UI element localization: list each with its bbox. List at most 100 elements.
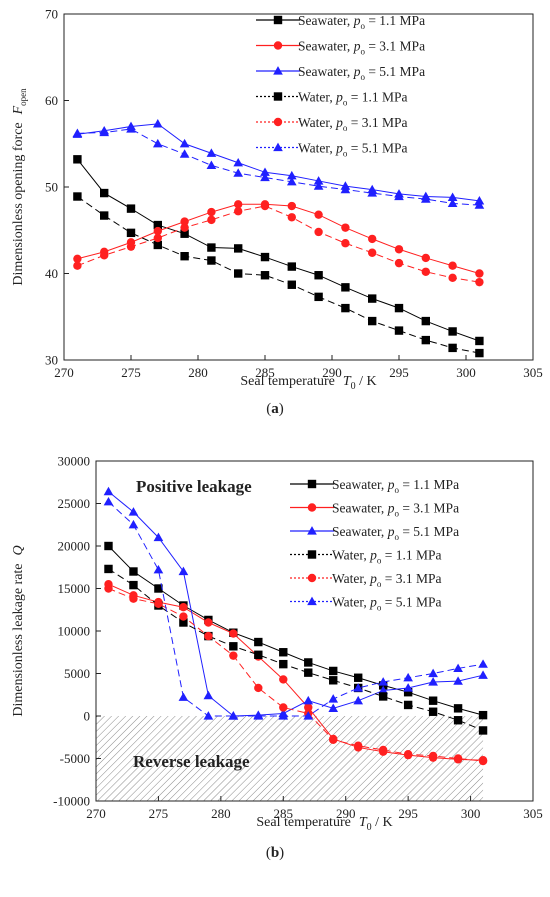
series-line [77,196,480,354]
x-tick-label: 300 [456,365,476,380]
data-point [287,201,296,211]
x-tick-label: 295 [398,806,418,821]
data-point [313,176,324,185]
data-point [153,226,162,236]
data-point [329,676,338,685]
data-point [314,227,323,237]
data-point [206,160,217,169]
data-point [128,519,139,529]
data-point [328,694,339,703]
data-point [73,254,82,263]
data-point [206,148,217,157]
legend-marker [307,573,317,583]
chart-panel-b: 270 275 280 285 290 295 300 305 -10000 -5000 0 5000… [11,454,543,862]
data-point [279,648,288,657]
data-point [203,690,214,700]
series-1 [104,541,488,720]
data-point [129,594,138,603]
data-point [329,666,338,676]
data-point [279,675,288,684]
legend-label: Water, po = 3.1 MPa [332,571,441,589]
data-point [103,486,114,496]
data-point [428,696,438,705]
data-point [180,252,189,261]
chart-b-annotation-positive: Positive leakage [136,477,252,496]
legend-item: Water, po = 3.1 MPa [290,571,441,589]
data-point [234,207,243,216]
data-point [126,228,136,238]
data-point [378,685,389,695]
data-point [475,348,484,358]
y-tick-label: -10000 [53,794,90,809]
x-tick-label: 305 [523,806,543,821]
data-point [104,541,113,551]
chart-b-annotation-reverse: Reverse leakage [133,752,250,771]
data-point [204,631,213,641]
data-point [403,700,413,710]
data-point [104,584,113,593]
legend-item: Seawater, po = 5.1 MPa [290,524,459,542]
data-point [179,149,190,158]
data-point [403,750,413,759]
data-point [353,683,364,692]
data-point [453,676,463,685]
data-point [154,584,163,593]
data-point [478,726,488,735]
y-tick-label: 10000 [58,624,91,639]
chart-b-marks [103,486,488,766]
data-point [287,213,296,222]
data-point [260,172,270,182]
data-point [234,269,243,278]
legend-label: Seawater, po = 1.1 MPa [332,477,459,495]
data-point [453,704,463,713]
data-point [403,688,413,697]
data-point [153,532,164,542]
data-point [179,618,188,627]
data-point [448,273,457,283]
y-tick-label: 50 [45,180,58,195]
data-point [152,119,163,128]
series-line [77,203,480,274]
legend-item: Seawater, po = 1.1 MPa [256,13,425,31]
x-tick-label: 280 [188,365,208,380]
data-point [233,157,244,167]
data-point [279,659,288,669]
legend-item: Water, po = 1.1 MPa [256,90,407,108]
legend-label: Water, po = 5.1 MPa [332,595,441,613]
x-tick-label: 285 [255,365,275,380]
chart-b-ticks: 270 275 280 285 290 295 300 305 -10000 -5000 0 5000… [53,454,543,822]
legend-label: Water, po = 3.1 MPa [298,115,407,133]
legend-marker [273,142,283,152]
legend-label: Seawater, po = 3.1 MPa [332,501,459,519]
chart-b-plot-layer [96,716,484,801]
chart-a-x-axis-label: Seal temperature T0 / K [240,374,376,392]
data-point [126,204,136,213]
data-point [341,239,350,248]
legend-label: Water, po = 5.1 MPa [298,141,407,159]
legend-label: Seawater, po = 1.1 MPa [298,13,425,31]
series-line [77,205,480,283]
data-point [368,316,377,326]
data-point [287,280,296,289]
x-tick-label: 300 [461,806,481,821]
data-point [180,223,189,232]
data-point [448,261,457,270]
data-point [153,240,162,250]
data-point [278,711,289,720]
data-point [314,271,323,280]
data-point [475,277,484,287]
y-tick-label: 40 [45,266,58,281]
data-point [341,283,350,292]
chart-b-y-axis-label: Dimensionless leakage rateQ [11,545,26,716]
data-point [428,668,438,678]
data-point [474,200,485,209]
data-point [260,252,270,262]
data-point [204,618,213,627]
data-point [394,326,404,335]
y-tick-label: 15000 [58,581,91,596]
data-point [448,343,457,353]
data-point [129,567,138,576]
x-tick-label: 280 [211,806,231,821]
series-6 [103,496,488,720]
